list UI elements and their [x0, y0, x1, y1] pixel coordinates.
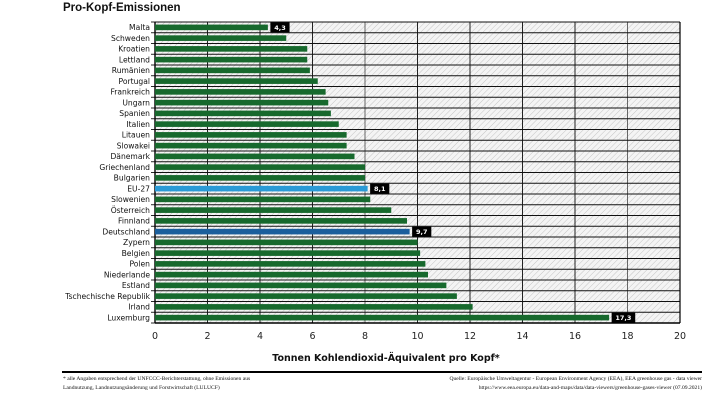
data-label: 8,1	[374, 185, 386, 193]
category-label: Slowenien	[111, 195, 150, 204]
data-label-box	[270, 22, 290, 33]
footnote-left: * alle Angaben entsprechend der UNFCCC-B…	[63, 375, 363, 393]
footer-divider	[62, 371, 702, 373]
category-label: Irland	[128, 303, 150, 312]
footnote-line: Landnutzung, Landnutzungsänderung und Fo…	[63, 385, 220, 391]
bar-belgien	[155, 250, 421, 256]
category-label: Bulgarien	[114, 174, 151, 183]
bar-malta	[155, 24, 268, 31]
x-tick-label: 0	[152, 331, 158, 342]
category-label: Dänemark	[110, 152, 150, 161]
category-label: Litauen	[122, 131, 150, 140]
category-label: Malta	[129, 23, 150, 32]
category-label: Rumänien	[112, 66, 150, 75]
bar-polen	[155, 261, 426, 267]
bar-estland	[155, 282, 447, 289]
category-label: Polen	[129, 260, 150, 269]
data-label-box	[611, 312, 636, 323]
x-tick-label: 2	[204, 331, 210, 342]
data-label-box	[370, 183, 390, 194]
data-label: 4,3	[274, 24, 286, 32]
bar-luxemburg	[155, 314, 610, 321]
source-url[interactable]: https://www.eea.europa.eu/data-and-maps/…	[478, 385, 702, 391]
source-note: Quelle: Europäische Umweltagentur - Euro…	[362, 375, 702, 393]
category-label: Tschechische Republik	[64, 292, 150, 301]
bar-österreich	[155, 207, 392, 213]
data-label-box	[412, 226, 432, 237]
bar-spanien	[155, 110, 331, 117]
x-tick-label: 6	[309, 331, 315, 342]
category-label: Niederlande	[104, 270, 150, 279]
bar-griechenland	[155, 164, 365, 170]
bar-niederlande	[155, 271, 428, 278]
category-label: Luxemburg	[107, 313, 150, 322]
category-label: Belgien	[122, 249, 151, 258]
data-label: 17,3	[615, 314, 631, 322]
category-label: Slowakei	[117, 141, 150, 150]
category-label: Kroatien	[118, 45, 150, 54]
bar-frankreich	[155, 89, 326, 95]
chart-title: Pro-Kopf-Emissionen	[63, 2, 181, 14]
bar-tschechische-republik	[155, 293, 457, 299]
bar-dänemark	[155, 153, 355, 160]
category-label: Zypern	[123, 238, 150, 247]
bar-eu-27	[155, 185, 368, 192]
bar-ungarn	[155, 99, 329, 106]
bar-slowakei	[155, 142, 347, 149]
category-label: Italien	[126, 120, 150, 129]
x-tick-label: 4	[257, 331, 263, 342]
footnote-line: * alle Angaben entsprechend der UNFCCC-B…	[63, 376, 251, 382]
x-tick-label: 12	[464, 331, 476, 342]
bar-irland	[155, 304, 473, 310]
category-label: Estland	[122, 281, 150, 290]
category-label: EU-27	[127, 184, 150, 193]
bar-slowenien	[155, 196, 371, 203]
bar-rumänien	[155, 67, 310, 74]
bar-portugal	[155, 78, 318, 84]
bar-zypern	[155, 239, 418, 246]
category-label: Ungarn	[122, 98, 150, 107]
bar-bulgarien	[155, 175, 365, 181]
x-axis-title: Tonnen Kohlendioxid-Äquivalent pro Kopf*	[272, 353, 500, 364]
bar-deutschland	[155, 228, 410, 235]
category-label: Griechenland	[99, 163, 150, 172]
data-label: 9,7	[416, 228, 428, 236]
bar-italien	[155, 121, 339, 127]
x-tick-label: 20	[674, 331, 686, 342]
category-label: Deutschland	[102, 227, 150, 236]
category-label: Österreich	[111, 206, 150, 215]
source-line: Quelle: Europäische Umweltagentur - Euro…	[449, 376, 702, 382]
category-label: Lettland	[119, 55, 150, 64]
x-tick-label: 14	[516, 331, 528, 342]
category-label: Portugal	[119, 77, 150, 86]
x-tick-label: 10	[411, 331, 423, 342]
category-label: Schweden	[111, 34, 150, 43]
x-tick-label: 8	[362, 331, 368, 342]
x-tick-label: 16	[569, 331, 581, 342]
bar-schweden	[155, 35, 287, 41]
bar-litauen	[155, 132, 347, 138]
category-label: Spanien	[119, 109, 150, 118]
bar-finnland	[155, 218, 407, 224]
category-label: Finnland	[118, 217, 150, 226]
x-tick-label: 18	[621, 331, 633, 342]
bar-kroatien	[155, 46, 308, 52]
bar-lettland	[155, 56, 308, 63]
category-label: Frankreich	[110, 88, 150, 97]
